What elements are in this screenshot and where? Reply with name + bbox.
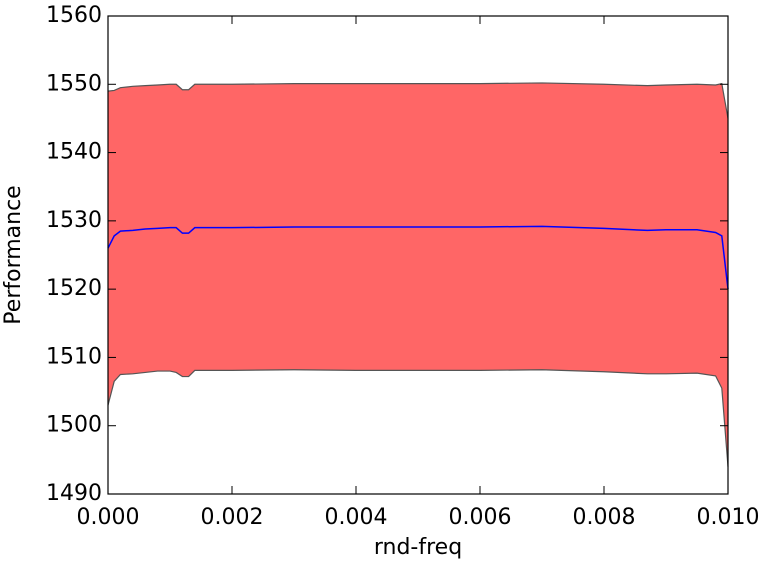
series-line <box>107 225 729 290</box>
x-tick-label: 0.002 <box>201 505 264 530</box>
x-tick-label: 0.004 <box>325 505 388 530</box>
x-tick-label: 0.008 <box>573 505 636 530</box>
y-tick-label: 1530 <box>46 208 102 233</box>
y-axis-label: Performance <box>1 185 26 324</box>
y-tick-label: 1490 <box>46 481 102 506</box>
band-fill <box>108 82 728 467</box>
band-edge <box>107 82 729 119</box>
band-edge <box>107 369 729 467</box>
y-tick-label: 1520 <box>46 276 102 301</box>
y-tick-label: 1550 <box>46 71 102 96</box>
y-tick-label: 1510 <box>46 344 102 369</box>
y-tick-label: 1540 <box>46 140 102 165</box>
plot-frame <box>107 15 729 495</box>
y-tick-label: 1500 <box>46 413 102 438</box>
x-axis-label: rnd-freq <box>374 535 462 560</box>
y-tick-label: 1560 <box>46 3 102 28</box>
x-tick-label: 0.006 <box>449 505 512 530</box>
x-tick-label: 0.000 <box>77 505 140 530</box>
x-tick-label: 0.010 <box>697 505 760 530</box>
